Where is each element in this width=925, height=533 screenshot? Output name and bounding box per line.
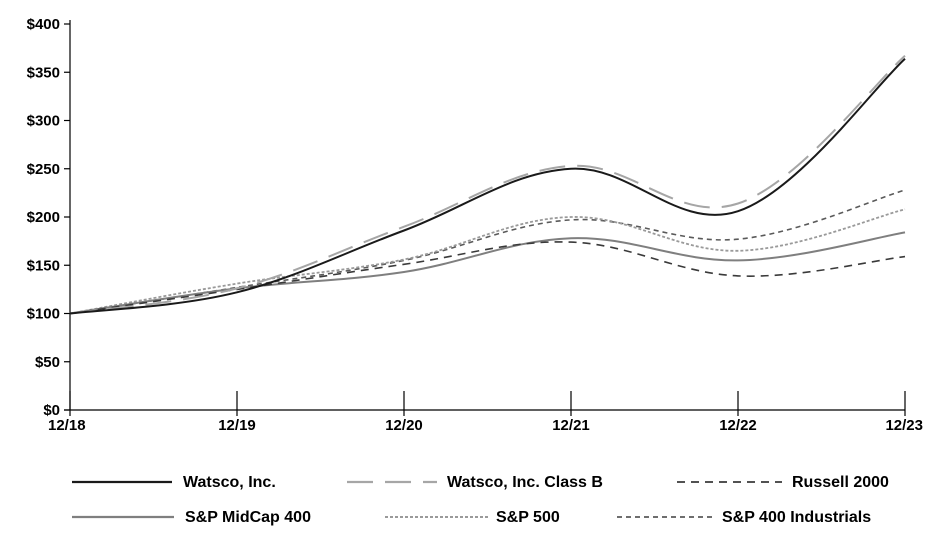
series-line-watsco-inc	[69, 57, 906, 315]
x-tick-label: 12/22	[719, 417, 757, 434]
legend-label: Watsco, Inc.	[183, 474, 276, 491]
y-tick-label: $300	[27, 113, 60, 130]
y-tick-label: $400	[27, 16, 60, 33]
y-tick-label: $0	[43, 402, 60, 419]
x-tick-label: 12/19	[218, 417, 256, 434]
series-line-s-p-midcap-400	[69, 231, 906, 315]
y-tick-label: $50	[35, 354, 60, 371]
series-line-s-p-500	[69, 208, 906, 315]
y-tick-label: $350	[27, 64, 60, 81]
y-tick-label: $200	[27, 209, 60, 226]
x-tick-label: 12/18	[48, 417, 86, 434]
y-tick-label: $100	[27, 306, 60, 323]
legend-label: S&P 400 Industrials	[722, 509, 871, 526]
x-axis: 12/18 12/19 12/20 12/21 12/22 12/23	[48, 391, 923, 434]
legend: Watsco, Inc. Watsco, Inc. Class B Russell …	[72, 474, 889, 526]
x-tick-label: 12/21	[552, 417, 590, 434]
series-line-watsco-inc-class-b	[69, 55, 906, 315]
y-axis: $0 $50 $100 $150 $200 $250 $300 $350 $400	[27, 16, 71, 419]
series-lines	[69, 55, 906, 315]
legend-label: S&P 500	[496, 509, 560, 526]
legend-label: Russell 2000	[792, 474, 889, 491]
legend-label: S&P MidCap 400	[185, 509, 311, 526]
y-tick-label: $250	[27, 161, 60, 178]
y-tick-label: $150	[27, 257, 60, 274]
legend-label: Watsco, Inc. Class B	[447, 474, 603, 491]
x-tick-label: 12/20	[385, 417, 423, 434]
x-tick-label: 12/23	[885, 417, 923, 434]
